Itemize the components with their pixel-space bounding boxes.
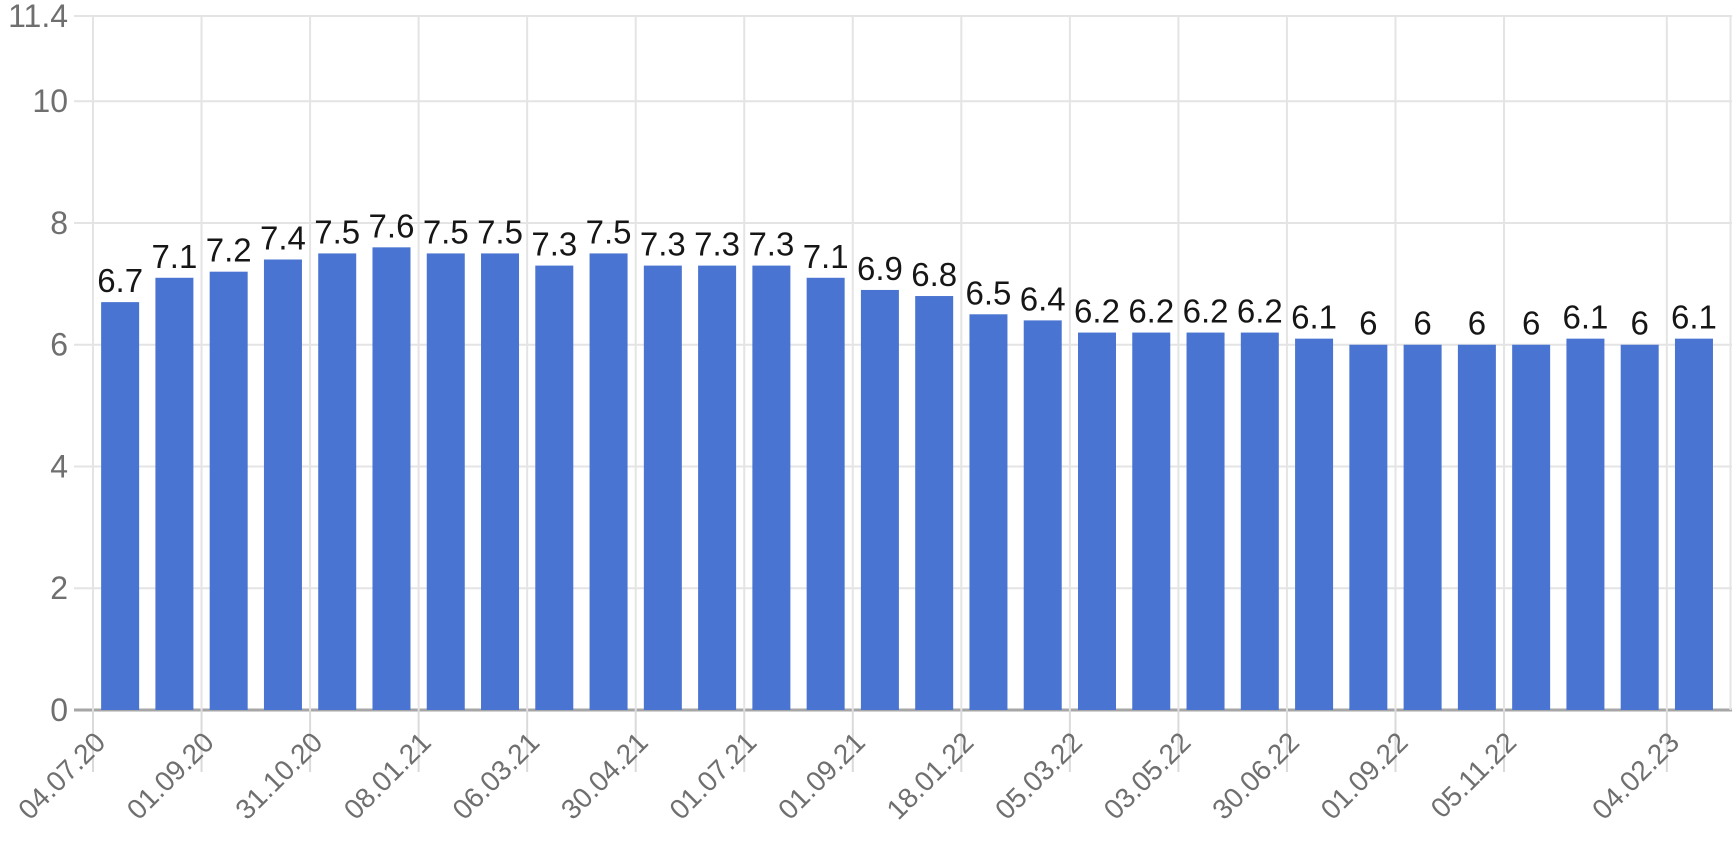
x-tick-label: 06.03.21 (446, 726, 545, 825)
bar[interactable] (1403, 344, 1442, 710)
bar[interactable] (1566, 338, 1605, 710)
bar[interactable] (1132, 332, 1171, 710)
x-tick-label: 01.09.21 (772, 726, 871, 825)
bar-value-label: 7.5 (477, 213, 523, 250)
bar-value-label: 6.1 (1291, 299, 1337, 336)
y-axis-max-label: 11.4 (8, 0, 68, 34)
bar[interactable] (698, 265, 737, 710)
bar[interactable] (535, 265, 574, 710)
bar[interactable] (915, 296, 954, 710)
bar-value-label: 7.3 (640, 226, 686, 263)
bar-value-label: 6.2 (1237, 293, 1283, 330)
bar-value-label: 6 (1522, 305, 1540, 342)
x-tick-label: 05.11.22 (1425, 726, 1523, 824)
x-tick-label: 31.10.20 (229, 726, 328, 825)
bar[interactable] (155, 277, 194, 710)
x-tick-label: 05.03.22 (989, 726, 1088, 825)
bar[interactable] (1295, 338, 1334, 710)
bar-value-label: 7.5 (423, 213, 469, 250)
bar-value-label: 7.3 (748, 226, 794, 263)
y-tick-label: 10 (32, 83, 68, 119)
x-tick-label: 01.09.20 (121, 726, 220, 825)
y-tick-label: 0 (50, 692, 68, 728)
bar-value-label: 7.6 (369, 207, 415, 244)
bar-value-label: 7.2 (206, 232, 252, 269)
bar-value-label: 6.8 (911, 256, 957, 293)
bar-value-label: 7.1 (151, 238, 197, 275)
bar-value-label: 7.3 (531, 226, 577, 263)
bar-value-label: 7.4 (260, 220, 306, 257)
bar[interactable] (969, 314, 1008, 710)
bar[interactable] (806, 277, 845, 710)
bar[interactable] (1349, 344, 1388, 710)
x-tick-label: 04.02.23 (1586, 726, 1685, 825)
bar-value-label: 7.3 (694, 226, 740, 263)
bar-value-label: 6.2 (1128, 293, 1174, 330)
bar-value-label: 6.1 (1562, 299, 1608, 336)
bar-value-label: 7.5 (586, 213, 632, 250)
bar-value-label: 6.2 (1074, 293, 1120, 330)
bar-value-label: 6 (1359, 305, 1377, 342)
x-tick-label: 30.04.21 (555, 726, 654, 825)
x-tick-label: 30.06.22 (1206, 726, 1305, 825)
bar[interactable] (1186, 332, 1225, 710)
y-tick-label: 8 (50, 205, 68, 241)
bar[interactable] (860, 289, 899, 710)
bar[interactable] (372, 247, 411, 711)
bar[interactable] (1240, 332, 1279, 710)
x-tick-label: 01.07.21 (663, 726, 762, 825)
bar[interactable] (589, 253, 628, 710)
bar[interactable] (1512, 344, 1551, 710)
bar-value-label: 7.1 (803, 238, 849, 275)
bar-value-label: 6 (1413, 305, 1431, 342)
bar[interactable] (643, 265, 682, 710)
x-tick-label: 18.01.22 (881, 726, 980, 825)
bar-value-label: 6.1 (1671, 299, 1717, 336)
y-tick-label: 6 (50, 327, 68, 363)
bar[interactable] (209, 271, 248, 710)
bar-value-label: 6 (1468, 305, 1486, 342)
x-tick-label: 03.05.22 (1098, 726, 1197, 825)
bar-value-label: 7.5 (314, 213, 360, 250)
bar-value-label: 6.7 (97, 262, 143, 299)
bar[interactable] (426, 253, 465, 710)
bar[interactable] (481, 253, 520, 710)
bar-value-label: 6 (1631, 305, 1649, 342)
x-tick-label: 04.07.20 (12, 726, 111, 825)
x-tick-label: 01.09.22 (1315, 726, 1414, 825)
bar[interactable] (752, 265, 791, 710)
bar[interactable] (1674, 338, 1713, 710)
bar-value-label: 6.9 (857, 250, 903, 287)
bar-value-label: 6.4 (1020, 280, 1066, 317)
y-tick-label: 2 (50, 570, 68, 606)
x-tick-label: 08.01.21 (338, 726, 437, 825)
bar[interactable] (1077, 332, 1116, 710)
bar-value-label: 6.2 (1183, 293, 1229, 330)
bar[interactable] (101, 302, 140, 710)
y-tick-label: 4 (50, 448, 68, 484)
bar-value-label: 6.5 (966, 274, 1012, 311)
bar[interactable] (318, 253, 357, 710)
bar[interactable] (1620, 344, 1659, 710)
bar[interactable] (1457, 344, 1496, 710)
bar[interactable] (263, 259, 302, 710)
bar[interactable] (1023, 320, 1062, 710)
